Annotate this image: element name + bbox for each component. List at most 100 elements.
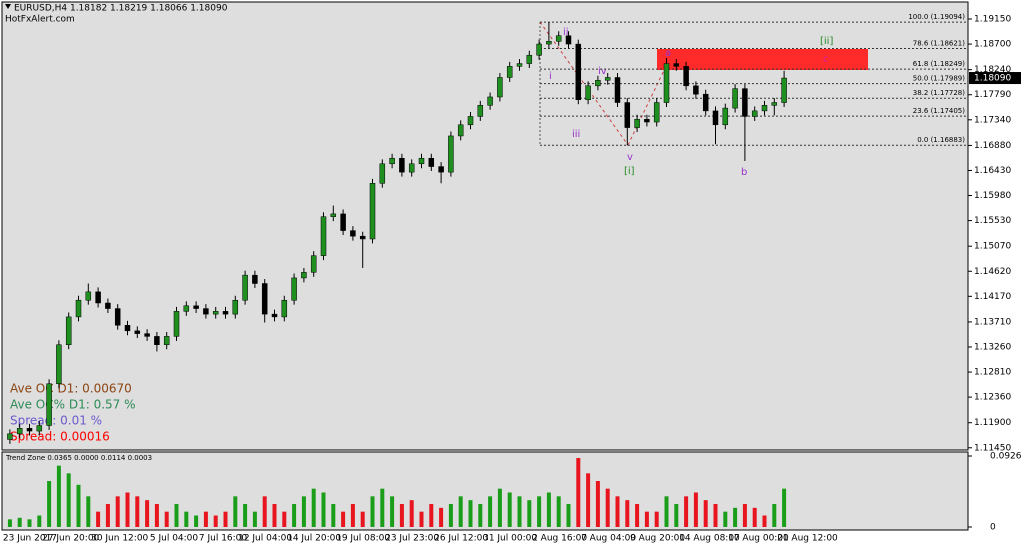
y-tick-label: 1.18240 (974, 65, 1011, 75)
candle-body (575, 43, 582, 101)
candle-body (173, 311, 180, 337)
candle-body (56, 344, 62, 384)
candle-body (359, 235, 366, 240)
indicator-bar (527, 500, 532, 527)
y-tick-label: 0.0926 (990, 452, 1022, 462)
collapse-icon (5, 4, 11, 9)
indicator-bar (115, 496, 120, 527)
indicator-bar (164, 511, 169, 527)
candle-body (546, 41, 552, 45)
y-tick-label: 1.18700 (974, 40, 1011, 50)
symbol-line: EURUSD,H4 1.18182 1.18219 1.18066 1.1809… (14, 4, 228, 14)
x-tick-label: 17 Aug 00:00 (728, 534, 789, 544)
x-tick-label: 2 Aug 16:00 (532, 534, 587, 544)
main-pane (1, 1, 969, 451)
x-tick-label: 14 Aug 08:00 (679, 534, 740, 544)
indicator-bar (301, 496, 306, 527)
candle-body (438, 166, 444, 173)
indicator-title: Trend Zone 0.0365 0.0000 0.0114 0.0003 (5, 454, 152, 462)
indicator-bar (654, 511, 659, 527)
stat-line: Spread: 0.00016 (10, 430, 110, 444)
indicator-bar (693, 492, 698, 527)
x-tick-label: 31 Jul 00:00 (483, 534, 537, 544)
indicator-bar (360, 511, 365, 527)
candle-body (242, 274, 248, 301)
y-tick-label: 1.12360 (974, 393, 1011, 403)
fib-label: 100.0 (1.19094) (908, 13, 965, 21)
candle-body (742, 88, 748, 117)
y-tick-label: 1.16430 (974, 166, 1011, 176)
candle-body (595, 80, 601, 87)
indicator-bar (252, 511, 257, 527)
indicator-bar (184, 511, 189, 527)
indicator-bar (409, 500, 414, 527)
candle-body (712, 110, 719, 126)
candle-body (497, 77, 503, 98)
wave-label: c (823, 54, 829, 65)
indicator-bar (723, 511, 728, 527)
y-tick-label: 1.14170 (974, 292, 1011, 302)
candle-body (379, 163, 386, 184)
candle-body (183, 305, 190, 312)
fib-label: 23.6 (1.17405) (913, 107, 965, 115)
candle-body (614, 77, 621, 103)
candle-body (722, 107, 729, 126)
y-tick-label: 1.13260 (974, 342, 1011, 352)
indicator-bar (96, 511, 101, 527)
indicator-bar (713, 503, 718, 527)
candle-body (291, 277, 297, 301)
candle-body (448, 135, 454, 173)
indicator-bar (243, 503, 248, 527)
indicator-bar (262, 496, 267, 527)
indicator-bar (56, 465, 61, 527)
x-tick-label: 12 Jul 04:00 (238, 534, 292, 544)
candle-body (203, 308, 209, 315)
indicator-bar (644, 511, 649, 527)
candle-body (673, 63, 680, 67)
candle-body (212, 311, 219, 315)
indicator-bar (223, 511, 228, 527)
candle-body (271, 313, 278, 318)
x-tick-label: 5 Jul 04:00 (150, 534, 199, 544)
indicator-bar (752, 507, 757, 527)
indicator-bar (762, 515, 767, 527)
candle-body (526, 54, 533, 64)
candle-body (555, 35, 562, 42)
indicator-bar (105, 503, 110, 527)
indicator-bar (664, 496, 669, 527)
candle-body (399, 157, 405, 173)
indicator-bar (733, 507, 738, 527)
candle-body (732, 88, 738, 109)
indicator-bar (478, 503, 483, 527)
indicator-bar (684, 496, 689, 527)
candle-body (222, 311, 229, 315)
candle-body (781, 77, 787, 103)
indicator-bar (390, 496, 395, 527)
indicator-bar (350, 503, 355, 527)
y-tick-label: 1.19150 (974, 15, 1011, 25)
candle-body (761, 105, 768, 112)
indicator-bar (635, 503, 640, 527)
indicator-bar (321, 492, 326, 527)
candle-body (467, 116, 474, 126)
y-tick-label: 1.15530 (974, 216, 1011, 226)
indicator-bar (7, 519, 12, 527)
wave-label: iii (572, 129, 580, 140)
candle-body (536, 43, 542, 56)
candle-body (65, 316, 72, 346)
candle-body (477, 105, 484, 117)
candle-body (751, 110, 758, 117)
fib-label: 38.2 (1.17728) (913, 89, 965, 97)
indicator-bar (282, 511, 287, 527)
candle-body (320, 216, 327, 256)
indicator-bar (311, 488, 316, 527)
candle-body (624, 102, 631, 128)
x-tick-label: 27 Jun 20:00 (42, 534, 99, 544)
indicator-bar (380, 488, 385, 527)
wave-connector (539, 21, 629, 146)
candle-body (506, 66, 513, 78)
x-tick-label: 21 Aug 12:00 (777, 534, 838, 544)
indicator-bar (154, 503, 159, 527)
wave-label: iv (598, 66, 607, 77)
candle-body (46, 383, 52, 426)
